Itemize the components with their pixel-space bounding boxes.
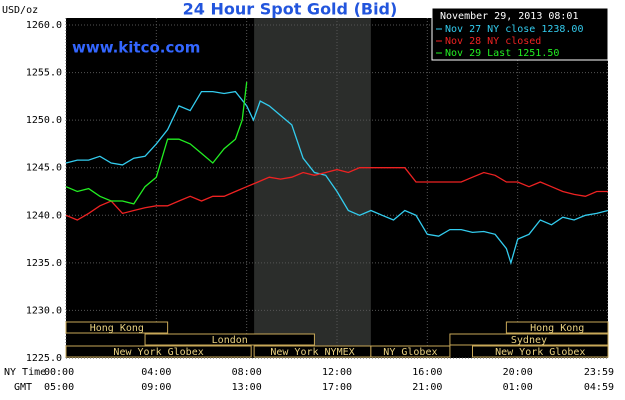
x2-tick-label: 17:00: [322, 382, 352, 393]
session-label: Hong Kong: [530, 323, 584, 334]
x-tick-label: 20:00: [503, 367, 533, 378]
y-tick-label: 1235.0: [26, 258, 62, 269]
y-tick-label: 1245.0: [26, 163, 62, 174]
session-bar: [65, 321, 169, 334]
legend-label: Nov 29 Last 1251.50: [445, 48, 559, 59]
session-label: New York NYMEX: [270, 347, 354, 358]
session-label: Hong Kong: [90, 323, 144, 334]
x-tick-label: 16:00: [412, 367, 442, 378]
x-tick-label: 04:00: [141, 367, 171, 378]
session-label: New York Globex: [495, 347, 585, 358]
y-tick-label: 1260.0: [26, 20, 62, 31]
x-tick-label: 08:00: [232, 367, 262, 378]
chart-title: 24 Hour Spot Gold (Bid): [183, 0, 398, 19]
legend-label: Nov 27 NY close 1238.00: [445, 24, 583, 35]
legend-box: [431, 7, 609, 61]
x2-tick-label: 13:00: [232, 382, 262, 393]
session-bar: [144, 333, 315, 346]
session-label: NY Globex: [383, 347, 437, 358]
session-label: New York Globex: [113, 347, 203, 358]
x2-axis-label: GMT: [14, 382, 32, 393]
session-bar: [449, 333, 609, 346]
session-bar: [505, 321, 609, 334]
session-bar: [65, 345, 252, 358]
x-tick-label: 00:00: [44, 367, 74, 378]
x-axis-label: NY Time: [4, 367, 46, 378]
line-series: [65, 90, 609, 266]
line-series: [65, 167, 608, 221]
x2-tick-label: 21:00: [412, 382, 442, 393]
x2-tick-label: 05:00: [44, 382, 74, 393]
y-tick-label: 1250.0: [26, 115, 62, 126]
watermark: www.kitco.com: [72, 39, 200, 57]
session-bar: [472, 345, 609, 358]
x2-tick-label: 01:00: [503, 382, 533, 393]
x-tick-label: 12:00: [322, 367, 352, 378]
y-unit: USD/oz: [2, 5, 38, 16]
y-tick-label: 1225.0: [26, 353, 62, 364]
line-series: [65, 82, 248, 205]
y-tick-label: 1255.0: [26, 68, 62, 79]
x2-tick-label: 09:00: [141, 382, 171, 393]
legend-label: Nov 28 NY closed: [445, 36, 541, 47]
y-tick-label: 1240.0: [26, 210, 62, 221]
y-tick-label: 1230.0: [26, 305, 62, 316]
legend-title: November 29, 2013 08:01: [440, 11, 578, 22]
session-bar: [370, 345, 451, 358]
session-label: London: [212, 335, 248, 346]
session-shade: [254, 18, 371, 358]
x2-tick-label: 04:59: [584, 382, 614, 393]
x-tick-label: 23:59: [584, 367, 614, 378]
session-label: Sydney: [511, 335, 547, 346]
